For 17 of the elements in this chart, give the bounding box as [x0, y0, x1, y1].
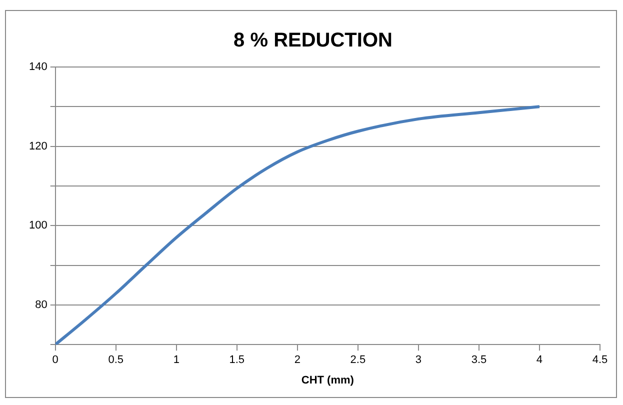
chart-title: 8 % REDUCTION — [234, 30, 392, 52]
x-tick-label: 2 — [294, 354, 300, 366]
y-tick-label: 80 — [35, 298, 48, 311]
x-tick-label: 4.5 — [592, 354, 608, 366]
x-tick-label: 0 — [52, 354, 58, 366]
x-tick-label: 2.5 — [350, 354, 366, 366]
y-tick-label: 120 — [28, 140, 48, 152]
x-tick-label: 1.5 — [229, 354, 245, 366]
x-tick-label: 4 — [536, 354, 543, 366]
x-tick-label: 3 — [415, 354, 422, 366]
line-series — [55, 105, 541, 345]
x-tick-label: 3.5 — [471, 354, 487, 366]
y-tick-label: 100 — [28, 220, 48, 232]
y-tick-label: 140 — [28, 61, 48, 74]
x-tick-label: 0.5 — [108, 354, 124, 366]
x-axis-title: CHT (mm) — [301, 374, 354, 386]
x-tick-label: 1 — [173, 354, 180, 366]
